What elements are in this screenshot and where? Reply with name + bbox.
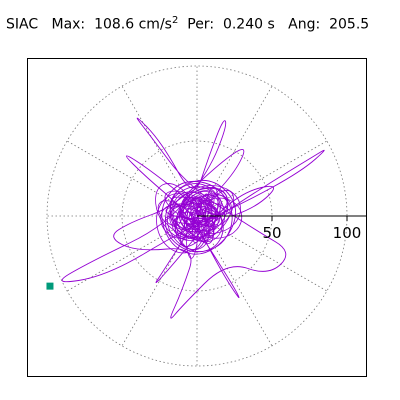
trace-core-loop bbox=[169, 202, 218, 224]
grid-spoke-240 bbox=[121, 226, 192, 347]
station-code: SIAC bbox=[6, 16, 39, 33]
radial-axis: 50 100 bbox=[197, 215, 366, 242]
trace-core-loop bbox=[190, 196, 215, 245]
peak-marker-layer bbox=[46, 282, 54, 290]
particle-motion-trace bbox=[61, 117, 325, 319]
trace-core-loop bbox=[179, 199, 207, 229]
peak-marker bbox=[46, 282, 54, 290]
max-unit-exponent: 2 bbox=[171, 15, 179, 26]
trace-core-loop bbox=[192, 193, 210, 243]
grid-spoke-210 bbox=[66, 221, 187, 292]
max-value: 108.6 bbox=[94, 16, 135, 33]
grid-spoke-150 bbox=[66, 140, 187, 211]
radial-tick-label-50: 50 bbox=[262, 224, 281, 242]
grid-spoke-300 bbox=[202, 226, 273, 347]
grid-spoke-30 bbox=[207, 140, 328, 211]
grid-spoke-60 bbox=[202, 85, 273, 206]
trace-core-loop bbox=[179, 187, 229, 227]
trace-core-loop bbox=[157, 200, 201, 238]
trace-core-loop bbox=[180, 185, 241, 234]
trace-core-loop bbox=[155, 183, 199, 240]
max-unit: cm/s bbox=[138, 16, 172, 33]
trace-core-loop bbox=[165, 215, 205, 233]
plot-frame bbox=[27, 58, 367, 377]
per-value: 0.240 s bbox=[222, 16, 275, 33]
per-label: Per: bbox=[187, 16, 215, 33]
max-label: Max: bbox=[51, 16, 86, 33]
grid-spoke-330 bbox=[207, 221, 328, 292]
grid-spoke-120 bbox=[121, 85, 192, 206]
radial-tick-label-100: 100 bbox=[333, 224, 362, 242]
trace-core-loop bbox=[196, 194, 232, 228]
ang-value: 205.5 bbox=[329, 16, 370, 33]
ang-label: Ang: bbox=[288, 16, 321, 33]
chart-title: SIAC Max: 108.6 cm/s2 Per: 0.240 s Ang: … bbox=[6, 15, 369, 33]
trace-path bbox=[61, 117, 325, 319]
